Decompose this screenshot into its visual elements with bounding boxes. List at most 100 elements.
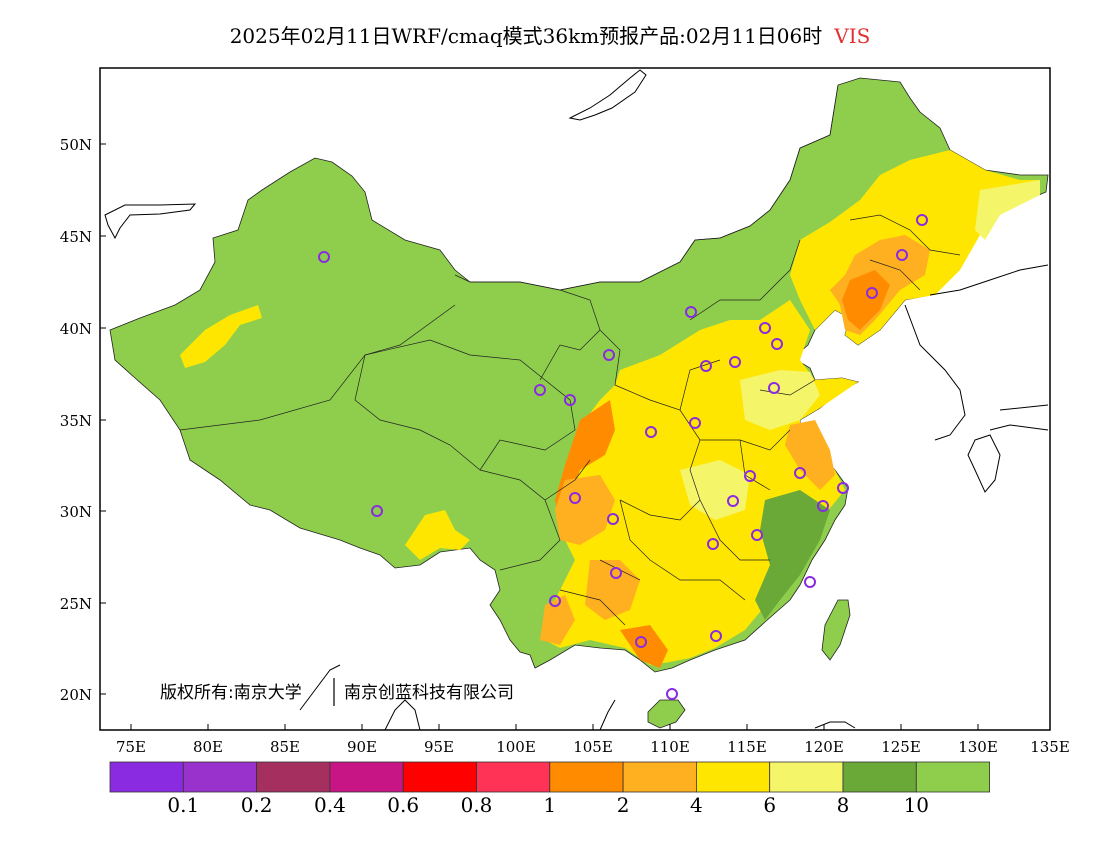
neighbor-coastlines (104, 69, 1049, 731)
zone-southeast-green (755, 490, 830, 620)
station-marker (794, 467, 806, 479)
map-title: 2025年02月11日WRF/cmaq模式36km预报产品:02月11日06时 V… (0, 20, 1100, 49)
station-marker (607, 513, 619, 525)
station-marker (635, 636, 647, 648)
station-marker (866, 287, 878, 299)
station-marker (751, 529, 763, 541)
station-marker (896, 249, 908, 261)
lon-label-135e: 135E (1030, 738, 1070, 756)
colorbar-label: 6 (763, 793, 776, 817)
lon-label-115e: 115E (727, 738, 767, 756)
colorbar-swatch (476, 761, 551, 793)
station-marker (685, 306, 697, 318)
colorbar-label: 0.2 (241, 793, 273, 817)
lat-label-25n: 25N (60, 595, 92, 613)
colorbar-swatch (109, 761, 184, 793)
colorbar-swatch (622, 761, 697, 793)
zone-liaoning-dark-orange (842, 270, 890, 330)
visibility-zones (180, 150, 1040, 668)
copyright-left: 版权所有:南京大学 (160, 683, 302, 703)
lon-label-125e: 125E (881, 738, 921, 756)
boundary-qinghai (354, 339, 576, 471)
lat-labels: 50N 45N 40N 35N 30N 25N 20N (60, 136, 92, 704)
colorbar-label: 0.1 (167, 793, 199, 817)
boundary-northeast (849, 214, 961, 291)
boundary-xinjiang-tibet (179, 304, 456, 431)
lat-label-45n: 45N (60, 228, 92, 246)
lat-ticks (100, 143, 106, 695)
station-marker (564, 394, 576, 406)
lon-label-105e: 105E (573, 738, 613, 756)
station-marker (318, 251, 330, 263)
station-marker (534, 384, 546, 396)
boundary-sichuan (479, 459, 591, 571)
colorbar-label: 4 (690, 793, 703, 817)
station-marker (710, 630, 722, 642)
boundary-inner-mongolia (559, 84, 839, 321)
lon-label-80e: 80E (193, 738, 223, 756)
station-marker (771, 338, 783, 350)
colorbar-swatch (329, 761, 404, 793)
coast-southeast-asia (299, 664, 856, 731)
station-marker (569, 492, 581, 504)
colorbar-label: 10 (904, 793, 929, 817)
colorbar-label: 1 (543, 793, 556, 817)
zone-south-orange (585, 560, 640, 620)
lat-label-30n: 30N (60, 503, 92, 521)
station-marker (689, 417, 701, 429)
variable-name: VIS (834, 24, 871, 48)
colorbar: 0.1 0.2 0.4 0.6 0.8 1 2 4 6 8 10 (109, 761, 990, 817)
station-marker (837, 482, 849, 494)
colorbar-label: 0.8 (461, 793, 493, 817)
lat-label-50n: 50N (60, 136, 92, 154)
lon-label-90e: 90E (347, 738, 377, 756)
station-marker (610, 567, 622, 579)
colorbar-label: 2 (617, 793, 630, 817)
station-marker (603, 349, 615, 361)
colorbar-swatch (842, 761, 917, 793)
colorbar-swatch (549, 761, 624, 793)
province-boundaries (179, 84, 961, 626)
lon-label-75e: 75E (116, 738, 146, 756)
colorbar-swatch (769, 761, 844, 793)
station-markers (318, 214, 928, 700)
station-marker (729, 356, 741, 368)
colorbar-label: 0.6 (387, 793, 419, 817)
hainan-island (647, 699, 686, 729)
zone-xinjiang-yellow (180, 305, 262, 368)
station-marker (645, 426, 657, 438)
station-marker (804, 576, 816, 588)
lon-label-85e: 85E (270, 738, 300, 756)
station-marker (768, 382, 780, 394)
station-marker (817, 500, 829, 512)
zone-sichuan-orange (555, 475, 615, 545)
lon-ticks (130, 724, 1051, 730)
lat-label-20n: 20N (60, 686, 92, 704)
zone-tibet-yellow (405, 510, 470, 560)
colorbar-swatch (915, 761, 990, 793)
boundary-gansu (454, 274, 621, 386)
station-marker (700, 360, 712, 372)
station-marker (707, 538, 719, 550)
station-marker (666, 688, 678, 700)
station-marker (371, 505, 383, 517)
copyright-right: 南京创蓝科技有限公司 (344, 683, 514, 703)
coast-russia (568, 69, 647, 121)
zone-east-light-yellow (740, 370, 820, 430)
colorbar-label: 0.4 (314, 793, 346, 817)
lon-label-120e: 120E (804, 738, 844, 756)
zone-yunnan-orange (540, 595, 575, 645)
lat-label-40n: 40N (60, 320, 92, 338)
lon-label-95e: 95E (424, 738, 454, 756)
lon-label-130e: 130E (958, 738, 998, 756)
zone-jiangsu-orange (785, 420, 835, 490)
lon-label-100e: 100E (496, 738, 536, 756)
zone-northeast-light (975, 180, 1040, 240)
colorbar-swatch (402, 761, 477, 793)
coast-kazakhstan-lake (104, 203, 197, 240)
title-text: 2025年02月11日WRF/cmaq模式36km预报产品:02月11日06时 (229, 24, 823, 48)
station-marker (727, 495, 739, 507)
taiwan-island (821, 599, 851, 661)
colorbar-swatch (182, 761, 258, 793)
colorbar-swatch (256, 761, 331, 793)
